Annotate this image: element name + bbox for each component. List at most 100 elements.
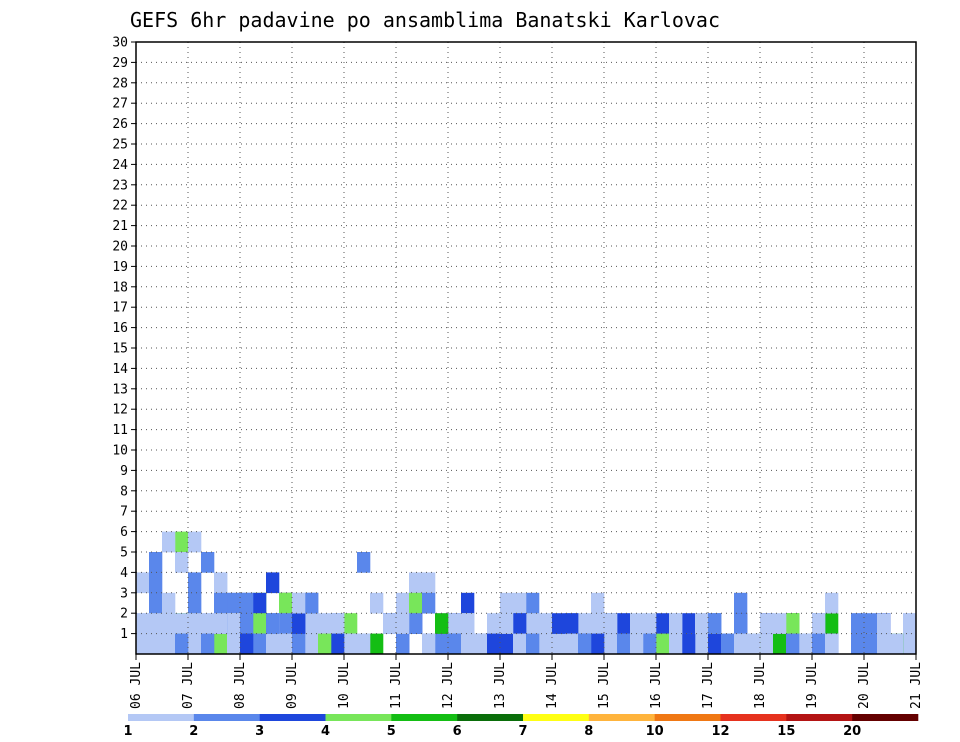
heatmap-cell bbox=[149, 592, 163, 614]
heatmap-cell bbox=[708, 613, 722, 634]
heatmap-cell bbox=[669, 633, 683, 655]
y-tick-label: 4 bbox=[120, 566, 128, 581]
heatmap-cell bbox=[526, 592, 540, 614]
heatmap-cell bbox=[864, 633, 878, 655]
legend-label: 8 bbox=[584, 724, 593, 739]
heatmap-cell bbox=[162, 613, 176, 634]
heatmap-cell bbox=[292, 592, 306, 614]
y-tick-label: 28 bbox=[112, 76, 128, 91]
heatmap-cell bbox=[227, 613, 241, 634]
heatmap-cell bbox=[409, 572, 423, 594]
heatmap-cell bbox=[240, 633, 254, 655]
heatmap-cell bbox=[435, 633, 449, 655]
heatmap-cell bbox=[331, 613, 345, 634]
heatmap-cell bbox=[591, 613, 605, 634]
heatmap-cell bbox=[188, 613, 202, 634]
heatmap-cell bbox=[643, 613, 657, 634]
x-tick-label: 06 JUL bbox=[129, 662, 144, 709]
heatmap-cell bbox=[318, 633, 332, 655]
heatmap-cell bbox=[175, 531, 189, 553]
heatmap-cell bbox=[201, 633, 215, 655]
heatmap-cell bbox=[578, 613, 592, 634]
heatmap-cell bbox=[370, 633, 384, 655]
heatmap-cell bbox=[201, 613, 215, 634]
heatmap-cell bbox=[136, 633, 150, 655]
heatmap-cell bbox=[552, 633, 566, 655]
heatmap-cell bbox=[383, 613, 397, 634]
heatmap-cell bbox=[214, 613, 228, 634]
heatmap-cell bbox=[175, 633, 189, 655]
y-tick-label: 25 bbox=[112, 138, 128, 153]
y-axis: 1234567891011121314151617181920212223242… bbox=[112, 36, 136, 642]
heatmap-cell bbox=[812, 613, 826, 634]
heatmap-cell bbox=[409, 613, 423, 634]
y-tick-label: 1 bbox=[120, 627, 128, 642]
y-tick-label: 29 bbox=[112, 56, 128, 71]
heatmap-cell bbox=[890, 633, 904, 655]
heatmap-cell bbox=[162, 531, 176, 553]
legend-label: 20 bbox=[843, 724, 861, 739]
heatmap-cell bbox=[305, 633, 319, 655]
heatmap-cell bbox=[331, 633, 345, 655]
heatmap-cell bbox=[396, 613, 410, 634]
grid-layer bbox=[136, 41, 916, 654]
y-tick-label: 5 bbox=[120, 546, 128, 561]
legend-label: 5 bbox=[387, 724, 396, 739]
heatmap-cell bbox=[565, 613, 579, 634]
legend-swatch bbox=[128, 714, 195, 721]
heatmap-cell bbox=[422, 592, 436, 614]
y-tick-label: 14 bbox=[112, 362, 128, 377]
heatmap-cell bbox=[149, 552, 163, 573]
heatmap-cell bbox=[422, 633, 436, 655]
legend-swatch bbox=[259, 714, 326, 721]
heatmap-cell bbox=[292, 613, 306, 634]
heatmap-cell bbox=[734, 613, 748, 634]
heatmap-cell bbox=[149, 613, 163, 634]
heatmap-cell bbox=[188, 572, 202, 594]
x-tick-label: 16 JUL bbox=[649, 662, 664, 709]
heatmap-cell bbox=[435, 613, 449, 634]
heatmap-cell bbox=[734, 592, 748, 614]
y-tick-label: 16 bbox=[112, 321, 128, 336]
y-tick-label: 9 bbox=[120, 464, 128, 479]
legend-label: 12 bbox=[711, 724, 729, 739]
heatmap-cell bbox=[162, 633, 176, 655]
legend-label: 6 bbox=[453, 724, 462, 739]
heatmap-cell bbox=[240, 613, 254, 634]
legend-swatch bbox=[391, 714, 458, 721]
heatmap-cell bbox=[500, 592, 514, 614]
heatmap-cell bbox=[253, 592, 267, 614]
legend-swatch bbox=[523, 714, 590, 721]
heatmap-cell bbox=[617, 633, 631, 655]
x-tick-label: 19 JUL bbox=[805, 662, 820, 709]
heatmap-cell bbox=[695, 633, 709, 655]
x-tick-label: 07 JUL bbox=[181, 662, 196, 709]
heatmap-cell bbox=[396, 633, 410, 655]
legend-label: 10 bbox=[646, 724, 664, 739]
heatmap-cell bbox=[253, 613, 267, 634]
legend-swatch bbox=[325, 714, 392, 721]
heatmap-cell bbox=[773, 613, 787, 634]
x-tick-label: 12 JUL bbox=[441, 662, 456, 709]
heatmap-cell bbox=[786, 633, 800, 655]
y-tick-label: 10 bbox=[112, 444, 128, 459]
heatmap-cell bbox=[214, 633, 228, 655]
heatmap-cell bbox=[864, 613, 878, 634]
heatmap-cell bbox=[695, 613, 709, 634]
heatmap-cell bbox=[344, 613, 358, 634]
y-tick-label: 27 bbox=[112, 97, 128, 112]
heatmap-cell bbox=[539, 633, 553, 655]
chart-title: GEFS 6hr padavine po ansamblima Banatski… bbox=[130, 8, 720, 32]
heatmap-cell bbox=[279, 633, 293, 655]
x-tick-label: 08 JUL bbox=[233, 662, 248, 709]
y-tick-label: 13 bbox=[112, 382, 128, 397]
heatmap-cell bbox=[578, 633, 592, 655]
legend-swatch bbox=[193, 714, 260, 721]
heatmap-cell bbox=[188, 633, 202, 655]
heatmap-cell bbox=[552, 613, 566, 634]
heatmap-cell bbox=[201, 552, 215, 573]
heatmap-cell bbox=[370, 592, 384, 614]
heatmap-cell bbox=[305, 592, 319, 614]
heatmap-cell bbox=[773, 633, 787, 655]
legend-swatch bbox=[588, 714, 655, 721]
